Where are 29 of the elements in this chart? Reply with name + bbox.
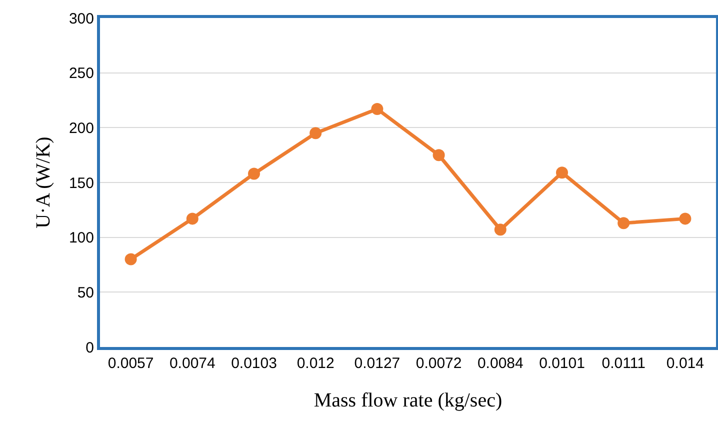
x-axis-title: Mass flow rate (kg/sec) bbox=[314, 390, 502, 412]
x-tick-label: 0.014 bbox=[666, 355, 704, 372]
y-tick-label: 200 bbox=[68, 120, 94, 137]
point bbox=[556, 166, 568, 179]
x-tick-label: 0.0084 bbox=[477, 355, 524, 372]
point bbox=[186, 212, 198, 225]
y-tick-label: 250 bbox=[68, 65, 94, 82]
x-tick-label: 0.0072 bbox=[416, 355, 462, 372]
y-axis-title: U·A (W/K) bbox=[32, 136, 54, 228]
point bbox=[679, 212, 692, 225]
x-tick-label: 0.0057 bbox=[108, 355, 154, 372]
point bbox=[432, 149, 445, 162]
point bbox=[371, 103, 384, 116]
y-tick-label: 150 bbox=[68, 174, 94, 192]
x-tick-label: 0.0111 bbox=[602, 355, 646, 372]
point bbox=[618, 217, 630, 230]
y-tick-label: 100 bbox=[68, 230, 94, 247]
x-tick-label: 0.0101 bbox=[539, 355, 585, 372]
x-tick-label: 0.0127 bbox=[354, 355, 400, 372]
x-tick-label: 0.012 bbox=[296, 355, 334, 372]
point bbox=[248, 168, 260, 180]
y-tick-label: 0 bbox=[86, 339, 94, 356]
y-tick-label: 50 bbox=[77, 284, 94, 302]
point bbox=[124, 253, 137, 266]
point bbox=[310, 127, 322, 140]
y-tick-label: 300 bbox=[68, 10, 94, 28]
x-tick-label: 0.0074 bbox=[169, 355, 216, 372]
point bbox=[494, 224, 506, 236]
x-tick-label: 0.0103 bbox=[231, 355, 277, 372]
